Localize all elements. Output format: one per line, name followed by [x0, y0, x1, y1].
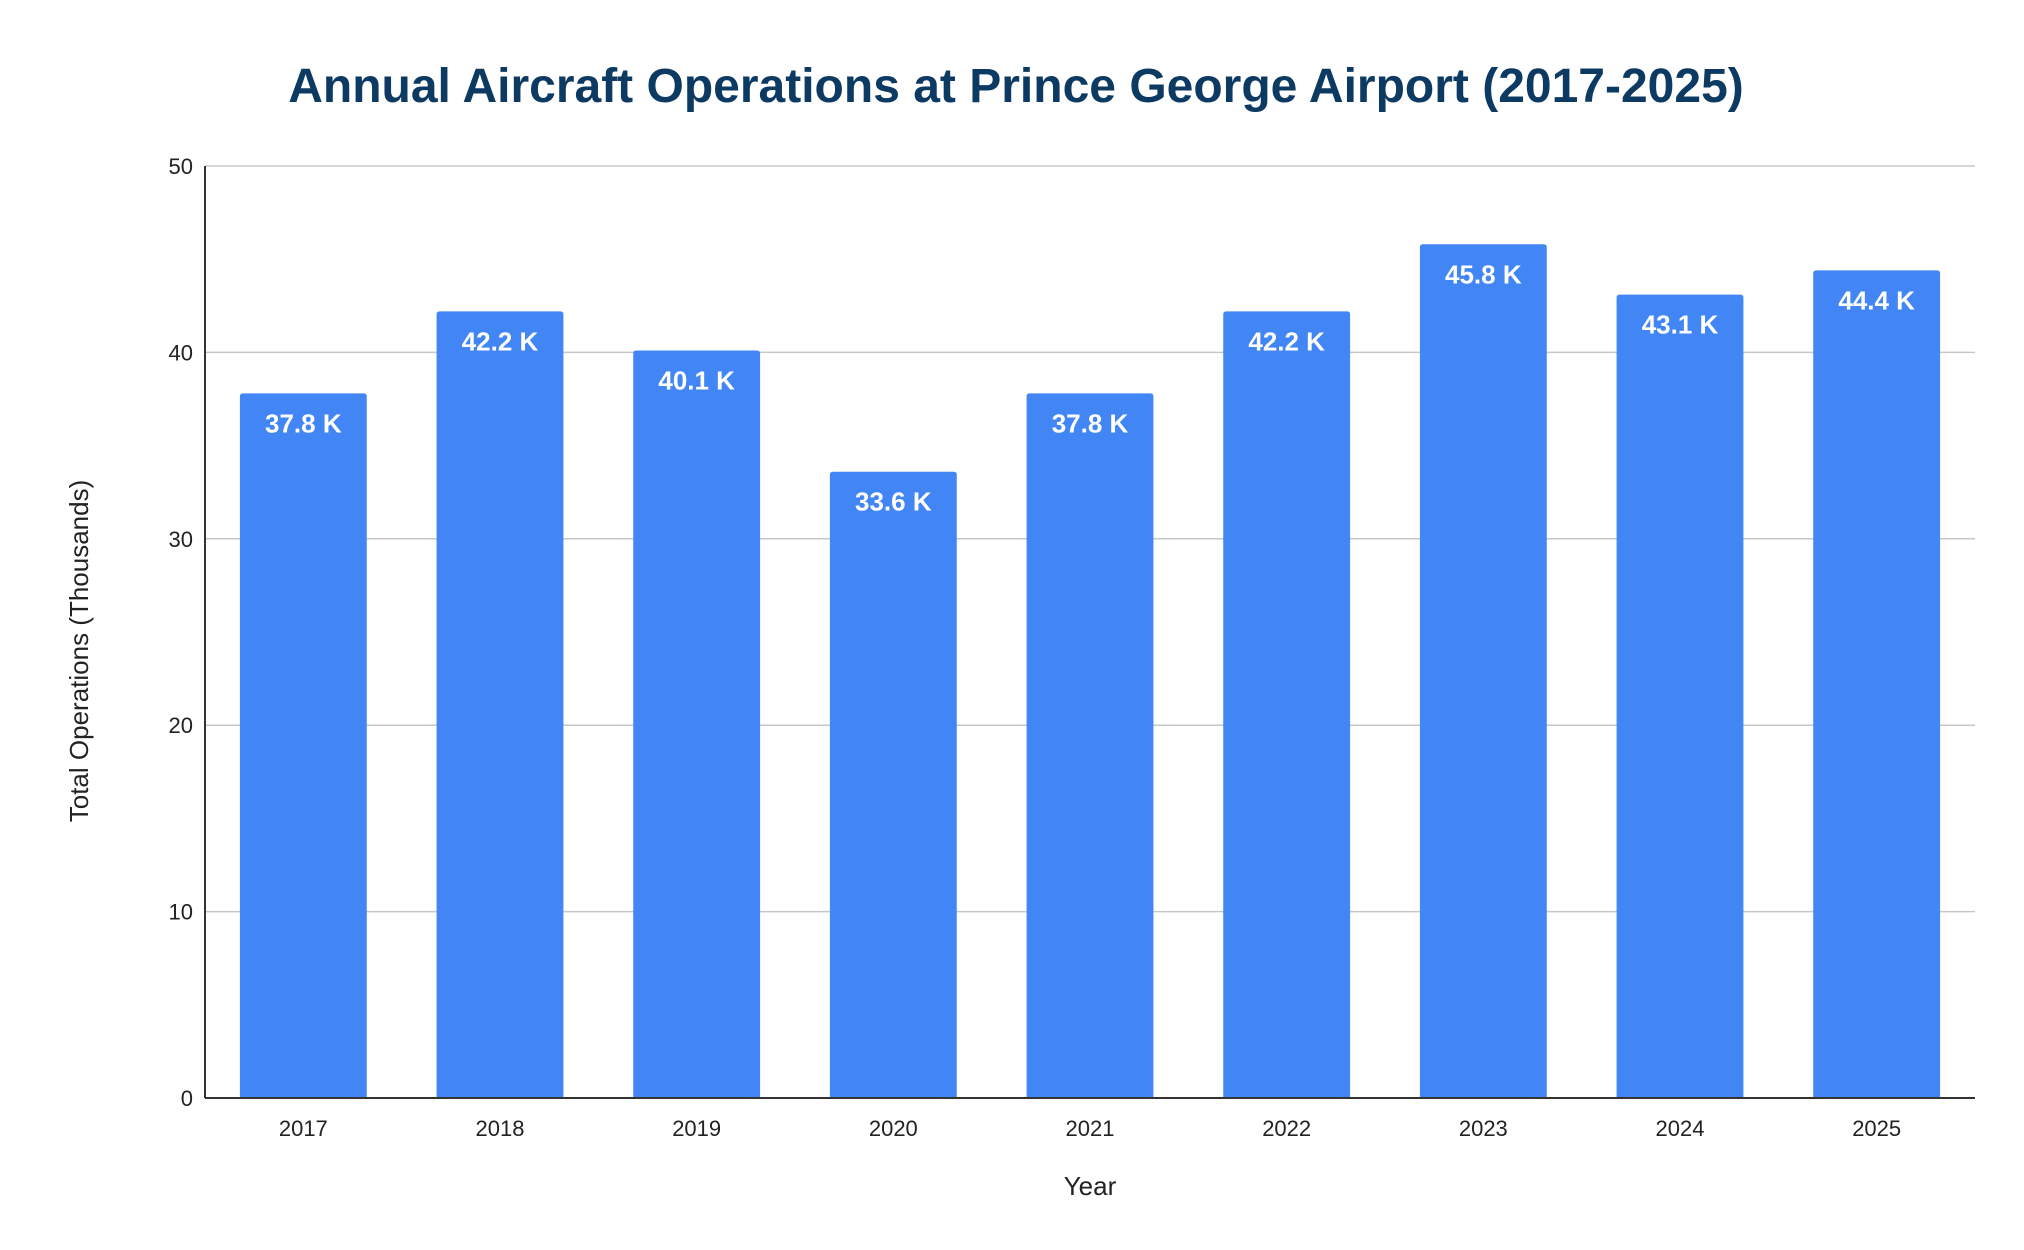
data-label-2024: 43.1 K — [1642, 310, 1719, 340]
bar-2022 — [1223, 311, 1351, 1099]
y-tick-label: 30 — [169, 527, 193, 552]
data-label-2022: 42.2 K — [1248, 326, 1325, 356]
x-tick-label-2018: 2018 — [476, 1116, 525, 1141]
x-tick-label-2025: 2025 — [1852, 1116, 1901, 1141]
y-tick-label: 50 — [169, 154, 193, 179]
x-tick-label-2021: 2021 — [1066, 1116, 1115, 1141]
bar-2025 — [1813, 270, 1941, 1098]
x-tick-label-2020: 2020 — [869, 1116, 918, 1141]
y-tick-label: 40 — [169, 340, 193, 365]
bar-2017 — [239, 393, 367, 1099]
data-label-2017: 37.8 K — [265, 408, 342, 438]
data-labels: 37.8 K 42.2 K 40.1 K 33.6 K 37.8 K 42.2 K 45.8… — [265, 259, 1915, 516]
y-tick-label: 10 — [169, 900, 193, 925]
data-label-2020: 33.6 K — [855, 487, 932, 517]
y-tick-label: 20 — [169, 713, 193, 738]
chart-title: Annual Aircraft Operations at Prince Geo… — [288, 60, 1744, 113]
bar-2018 — [436, 311, 564, 1099]
bar-2023 — [1419, 244, 1547, 1099]
bar-2019 — [633, 350, 761, 1098]
data-label-2021: 37.8 K — [1052, 408, 1129, 438]
data-label-2023: 45.8 K — [1445, 259, 1522, 289]
bar-2024 — [1616, 294, 1744, 1099]
x-tick-label-2024: 2024 — [1656, 1116, 1705, 1141]
x-tick-label-2022: 2022 — [1262, 1116, 1311, 1141]
bar-2021 — [1026, 393, 1154, 1099]
x-axis-ticks: 2017 2018 2019 2020 2021 2022 2023 2024 2025 — [279, 1116, 1901, 1141]
data-label-2019: 40.1 K — [658, 366, 735, 396]
x-tick-label-2019: 2019 — [672, 1116, 721, 1141]
bars — [239, 244, 1941, 1099]
x-tick-label-2023: 2023 — [1459, 1116, 1508, 1141]
bar-2020 — [829, 471, 957, 1098]
y-axis-label: Total Operations (Thousands) — [64, 480, 94, 823]
data-label-2018: 42.2 K — [462, 326, 539, 356]
y-tick-label: 0 — [181, 1086, 193, 1111]
x-tick-label-2017: 2017 — [279, 1116, 328, 1141]
data-label-2025: 44.4 K — [1838, 285, 1915, 315]
x-axis-label: Year — [1064, 1171, 1117, 1201]
y-axis-ticks: 0 10 20 30 40 50 — [169, 154, 193, 1111]
